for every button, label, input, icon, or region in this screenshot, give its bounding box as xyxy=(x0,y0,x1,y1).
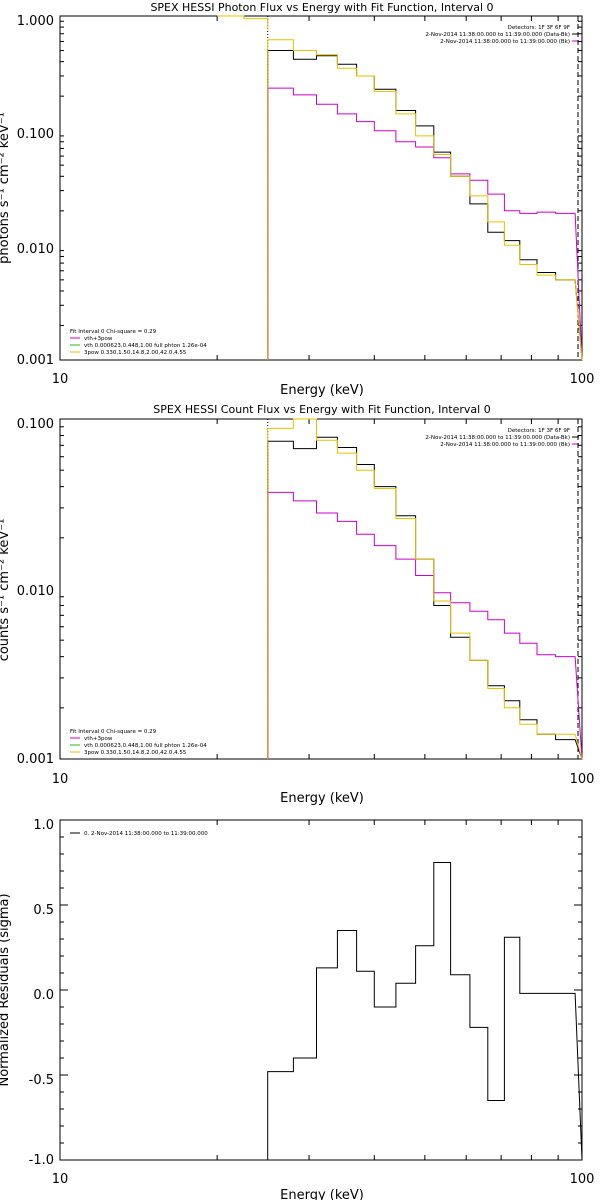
panel2-legend-line: Fit Interval 0 Chi-square = 0.29 xyxy=(70,729,157,735)
panel3-legend-line: 0. 2-Nov-2014 11:38:00.000 to 11:39:00.0… xyxy=(84,831,208,837)
photon-flux-panel: SPEX HESSI Photon Flux vs Energy with Fi… xyxy=(0,1,594,398)
yellow-lead-line xyxy=(217,15,269,31)
panel3-frame xyxy=(59,819,583,1161)
count-flux-panel: SPEX HESSI Count Flux vs Energy with Fit… xyxy=(0,403,594,806)
panel3-xtick-100: 100 xyxy=(570,1172,595,1187)
panel1-ytick: 0.010 xyxy=(17,242,54,257)
panel1-legend-line: 3pow 0.330,1.50,14.8,2.00,42.0,4.55 xyxy=(84,350,187,356)
panel2-info-data: 2-Nov-2014 11:38:00.000 to 11:39:00.000 … xyxy=(425,435,570,441)
panel1-xtick-10: 10 xyxy=(52,372,69,387)
panel2-ylabel: counts s⁻¹ cm⁻² keV⁻¹ xyxy=(0,519,12,662)
panel1-xlabel: Energy (keV) xyxy=(280,383,364,398)
panel3-ytick: -0.5 xyxy=(29,1073,54,1088)
panel1-ytick: 1.000 xyxy=(17,14,54,29)
panel2-ytick: 0.010 xyxy=(17,584,54,599)
panel1-ytick: 0.100 xyxy=(17,127,54,142)
panel2-legend-line: vth 0.000623,0.448,1.00 full phton 1.26e… xyxy=(84,743,207,749)
panel2-title: SPEX HESSI Count Flux vs Energy with Fit… xyxy=(153,403,490,416)
panel2-frame xyxy=(59,418,583,760)
series-2-step-line xyxy=(267,418,583,760)
panel3-xlabel: Energy (keV) xyxy=(280,1188,364,1200)
panel1-info-data: 2-Nov-2014 11:38:00.000 to 11:39:00.000 … xyxy=(425,32,570,38)
panel2-info-bk: 2-Nov-2014 11:38:00.000 to 11:39:00.000 … xyxy=(440,442,570,448)
panel1-info-bk: 2-Nov-2014 11:38:00.000 to 11:39:00.000 … xyxy=(440,39,570,45)
panel3-ytick: 1.0 xyxy=(33,818,54,833)
panel1-ytick: 0.001 xyxy=(17,353,54,368)
panel1-ylabel: photons s⁻¹ cm⁻² keV⁻¹ xyxy=(0,112,12,264)
panel3-ytick: 0.0 xyxy=(33,988,54,1003)
series-2-step-line xyxy=(267,39,583,361)
series-0-step-line xyxy=(267,862,583,1161)
series-0-step-line xyxy=(267,50,583,361)
panel2-marks xyxy=(60,418,583,760)
panel2-legend-line: vth+3pow xyxy=(84,736,113,742)
residuals-panel: Energy (keV) Normalized Residuals (sigma… xyxy=(0,818,594,1200)
panel1-title: SPEX HESSI Photon Flux vs Energy with Fi… xyxy=(150,1,493,14)
panel2-ytick: 0.001 xyxy=(17,752,54,767)
panel2-xtick-10: 10 xyxy=(52,772,69,787)
panel1-frame xyxy=(59,15,583,361)
series-1-step-line xyxy=(267,87,583,361)
panel2-legend-line: 3pow 0.330,1.50,14.8,2.00,42.0,4.55 xyxy=(84,750,187,756)
panel1-legend-line: vth 0.000623,0.448,1.00 full phton 1.26e… xyxy=(84,343,207,349)
panel1-legend-line: Fit Interval 0 Chi-square = 0.29 xyxy=(70,329,157,335)
panel1-xtick-100: 100 xyxy=(570,372,595,387)
series-1-step-line xyxy=(267,491,583,760)
panel3-xtick-10: 10 xyxy=(52,1172,69,1187)
panel3-ylabel: Normalized Residuals (sigma) xyxy=(0,893,12,1086)
panel3-ytick: -1.0 xyxy=(29,1153,54,1168)
panel2-xtick-100: 100 xyxy=(570,772,595,787)
panel3-ytick: 0.5 xyxy=(33,903,54,918)
panel1-legend-line: vth+3pow xyxy=(84,336,113,342)
series-0-step-line xyxy=(267,436,583,760)
panel1-marks xyxy=(60,15,583,361)
panel1-detectors: Detectors: 1F 3F 6F 9F xyxy=(508,25,570,31)
panel2-detectors: Detectors: 1F 3F 6F 9F xyxy=(508,428,570,434)
panel3-marks xyxy=(60,819,583,1161)
panel2-ytick: 0.100 xyxy=(17,417,54,432)
panel2-xlabel: Energy (keV) xyxy=(280,791,364,806)
